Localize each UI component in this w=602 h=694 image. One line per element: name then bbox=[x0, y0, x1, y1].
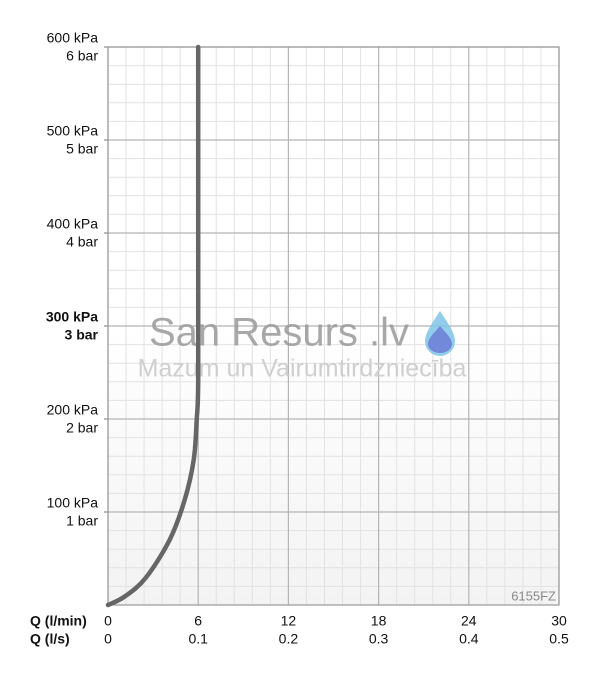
x2-tick-label: 0.4 bbox=[459, 631, 479, 647]
x-tick-label: 18 bbox=[371, 613, 387, 629]
x-tick-label: 0 bbox=[104, 613, 112, 629]
x2-axis-label: Q (l/s) bbox=[30, 631, 70, 647]
x-tick-label: 24 bbox=[461, 613, 477, 629]
x2-tick-label: 0.1 bbox=[188, 631, 208, 647]
x2-tick-label: 0.3 bbox=[369, 631, 389, 647]
model-label: 6155FZ bbox=[511, 588, 556, 603]
x-tick-label: 12 bbox=[281, 613, 297, 629]
y2-tick-label: 5 bar bbox=[66, 141, 98, 157]
watermark-brand: San Resurs .lv bbox=[149, 311, 409, 355]
grid bbox=[107, 46, 560, 605]
y-tick-label: 400 kPa bbox=[47, 216, 99, 232]
y-tick-label: 600 kPa bbox=[47, 30, 99, 46]
y-tick-label: 200 kPa bbox=[47, 402, 99, 418]
drop-icon bbox=[425, 311, 455, 356]
y2-tick-label: 1 bar bbox=[66, 513, 98, 529]
x-tick-label: 30 bbox=[551, 613, 567, 629]
y2-tick-label: 6 bar bbox=[66, 48, 98, 64]
y2-tick-label: 2 bar bbox=[66, 420, 98, 436]
y-tick-label: 100 kPa bbox=[47, 495, 99, 511]
x2-tick-label: 0.5 bbox=[549, 631, 569, 647]
y2-tick-label: 3 bar bbox=[65, 327, 99, 343]
x2-tick-label: 0.2 bbox=[279, 631, 299, 647]
x2-tick-label: 0 bbox=[104, 631, 112, 647]
y2-tick-label: 4 bar bbox=[66, 234, 98, 250]
x-tick-label: 6 bbox=[194, 613, 202, 629]
x-axis-label: Q (l/min) bbox=[30, 613, 87, 629]
watermark-tagline: Mazum un Vairumtirdzniecība bbox=[138, 355, 467, 383]
y-tick-label: 300 kPa bbox=[46, 309, 98, 325]
plot-frame bbox=[107, 46, 560, 606]
y-tick-label: 500 kPa bbox=[47, 123, 99, 139]
curve bbox=[105, 44, 201, 608]
